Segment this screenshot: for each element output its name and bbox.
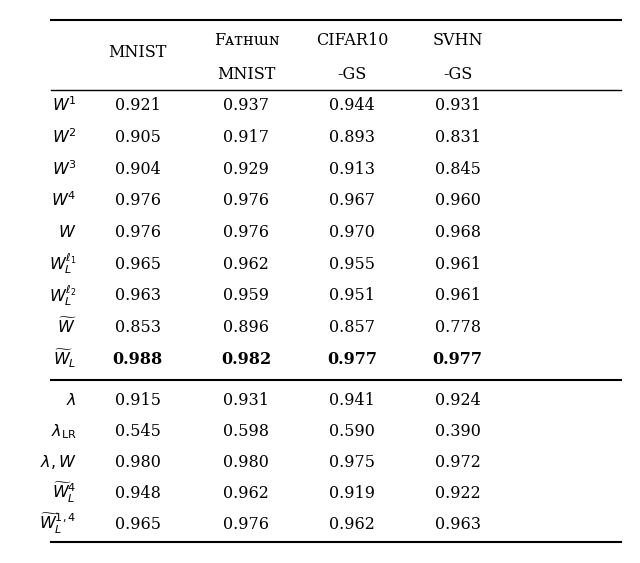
Text: 0.977: 0.977 [327,351,377,368]
Text: 0.960: 0.960 [435,193,481,209]
Text: 0.961: 0.961 [435,287,481,304]
Text: 0.970: 0.970 [329,224,375,241]
Text: 0.962: 0.962 [329,516,375,533]
Text: $\lambda_{\mathrm{LR}}$: $\lambda_{\mathrm{LR}}$ [51,422,77,441]
Text: 0.931: 0.931 [435,97,481,114]
Text: 0.968: 0.968 [435,224,481,241]
Text: 0.965: 0.965 [115,256,161,272]
Text: 0.961: 0.961 [435,256,481,272]
Text: $\lambda$: $\lambda$ [67,392,77,409]
Text: 0.962: 0.962 [223,256,269,272]
Text: 0.955: 0.955 [329,256,375,272]
Text: -GS: -GS [443,66,472,83]
Text: Fᴀᴛʜɯɴ: Fᴀᴛʜɯɴ [214,32,279,50]
Text: 0.963: 0.963 [115,287,161,304]
Text: 0.922: 0.922 [435,485,481,502]
Text: $\widetilde{W}_L^4$: $\widetilde{W}_L^4$ [52,481,77,506]
Text: $\widetilde{W}_L$: $\widetilde{W}_L$ [53,348,77,370]
Text: $W_L^{\ell_2}$: $W_L^{\ell_2}$ [49,283,77,308]
Text: 0.390: 0.390 [435,423,481,440]
Text: 0.778: 0.778 [435,319,481,336]
Text: $\widetilde{W}$: $\widetilde{W}$ [57,318,77,337]
Text: SVHN: SVHN [433,32,483,50]
Text: 0.976: 0.976 [223,224,269,241]
Text: 0.929: 0.929 [223,160,269,178]
Text: CIFAR10: CIFAR10 [316,32,388,50]
Text: 0.959: 0.959 [223,287,269,304]
Text: 0.941: 0.941 [329,392,375,409]
Text: MNIST: MNIST [217,66,276,83]
Text: 0.921: 0.921 [115,97,161,114]
Text: 0.975: 0.975 [329,454,375,471]
Text: MNIST: MNIST [108,43,167,61]
Text: 0.931: 0.931 [223,392,269,409]
Text: 0.962: 0.962 [223,485,269,502]
Text: 0.831: 0.831 [435,129,481,146]
Text: 0.976: 0.976 [223,516,269,533]
Text: $W^4$: $W^4$ [51,191,77,210]
Text: 0.965: 0.965 [115,516,161,533]
Text: 0.904: 0.904 [115,160,161,178]
Text: 0.951: 0.951 [329,287,375,304]
Text: 0.976: 0.976 [223,193,269,209]
Text: 0.944: 0.944 [329,97,375,114]
Text: 0.967: 0.967 [329,193,375,209]
Text: 0.988: 0.988 [113,351,163,368]
Text: 0.980: 0.980 [223,454,269,471]
Text: 0.896: 0.896 [223,319,269,336]
Text: $W$: $W$ [58,224,77,241]
Text: $W^3$: $W^3$ [52,160,77,178]
Text: 0.917: 0.917 [223,129,269,146]
Text: 0.893: 0.893 [329,129,375,146]
Text: $\lambda, W$: $\lambda, W$ [40,453,77,471]
Text: 0.913: 0.913 [329,160,375,178]
Text: 0.980: 0.980 [115,454,161,471]
Text: 0.905: 0.905 [115,129,161,146]
Text: 0.976: 0.976 [115,224,161,241]
Text: 0.976: 0.976 [115,193,161,209]
Text: -GS: -GS [337,66,367,83]
Text: 0.977: 0.977 [433,351,483,368]
Text: 0.963: 0.963 [435,516,481,533]
Text: $W^2$: $W^2$ [52,128,77,147]
Text: 0.853: 0.853 [115,319,161,336]
Text: $W_L^{\ell_1}$: $W_L^{\ell_1}$ [49,252,77,276]
Text: 0.937: 0.937 [223,97,269,114]
Text: 0.948: 0.948 [115,485,161,502]
Text: 0.598: 0.598 [223,423,269,440]
Text: 0.590: 0.590 [329,423,375,440]
Text: 0.545: 0.545 [115,423,161,440]
Text: 0.972: 0.972 [435,454,481,471]
Text: 0.857: 0.857 [329,319,375,336]
Text: 0.915: 0.915 [115,392,161,409]
Text: $W^1$: $W^1$ [52,96,77,115]
Text: 0.919: 0.919 [329,485,375,502]
Text: 0.845: 0.845 [435,160,481,178]
Text: $\widetilde{W}_L^{1,4}$: $\widetilde{W}_L^{1,4}$ [40,512,77,537]
Text: 0.924: 0.924 [435,392,481,409]
Text: 0.982: 0.982 [221,351,271,368]
